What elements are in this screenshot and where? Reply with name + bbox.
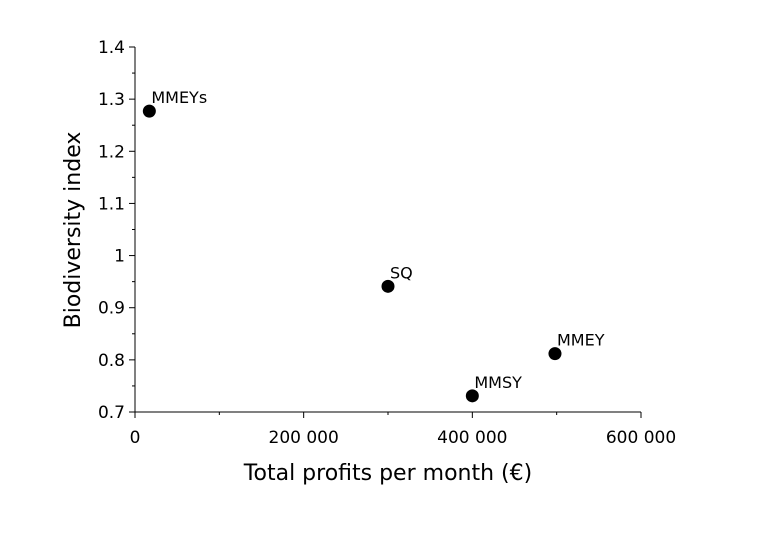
data-point-label: MMSY <box>474 373 522 392</box>
y-tick-label: 1 <box>114 247 125 267</box>
x-tick-label: 400 000 <box>437 428 507 448</box>
y-tick-label: 1.4 <box>98 38 125 58</box>
y-tick-label: 0.8 <box>98 351 125 371</box>
y-tick-label: 1.1 <box>98 194 125 214</box>
data-point-label: MMEY <box>557 331 605 350</box>
x-tick-label: 0 <box>130 428 141 448</box>
y-tick-label: 1.3 <box>98 90 125 110</box>
data-point <box>465 389 479 403</box>
x-tick-label: 200 000 <box>269 428 339 448</box>
y-tick-label: 0.9 <box>98 299 125 319</box>
data-point <box>142 104 156 118</box>
data-point <box>548 347 562 361</box>
x-axis-title: Total profits per month (€) <box>243 461 532 486</box>
axes <box>134 47 641 413</box>
data-point <box>381 279 395 293</box>
ticks: 0 200 000 400 000 600 000 0.7 0.8 0.9 1 1.1 1.2 1.… <box>98 38 676 448</box>
data-points: MMEYs SQ MMEY MMSY <box>142 88 605 403</box>
y-axis-title: Biodiversity index <box>61 132 86 329</box>
data-point-label: SQ <box>390 263 413 282</box>
y-tick-label: 0.7 <box>98 403 125 423</box>
y-tick-label: 1.2 <box>98 142 125 162</box>
data-point-label: MMEYs <box>151 88 207 107</box>
x-tick-label: 600 000 <box>606 428 676 448</box>
